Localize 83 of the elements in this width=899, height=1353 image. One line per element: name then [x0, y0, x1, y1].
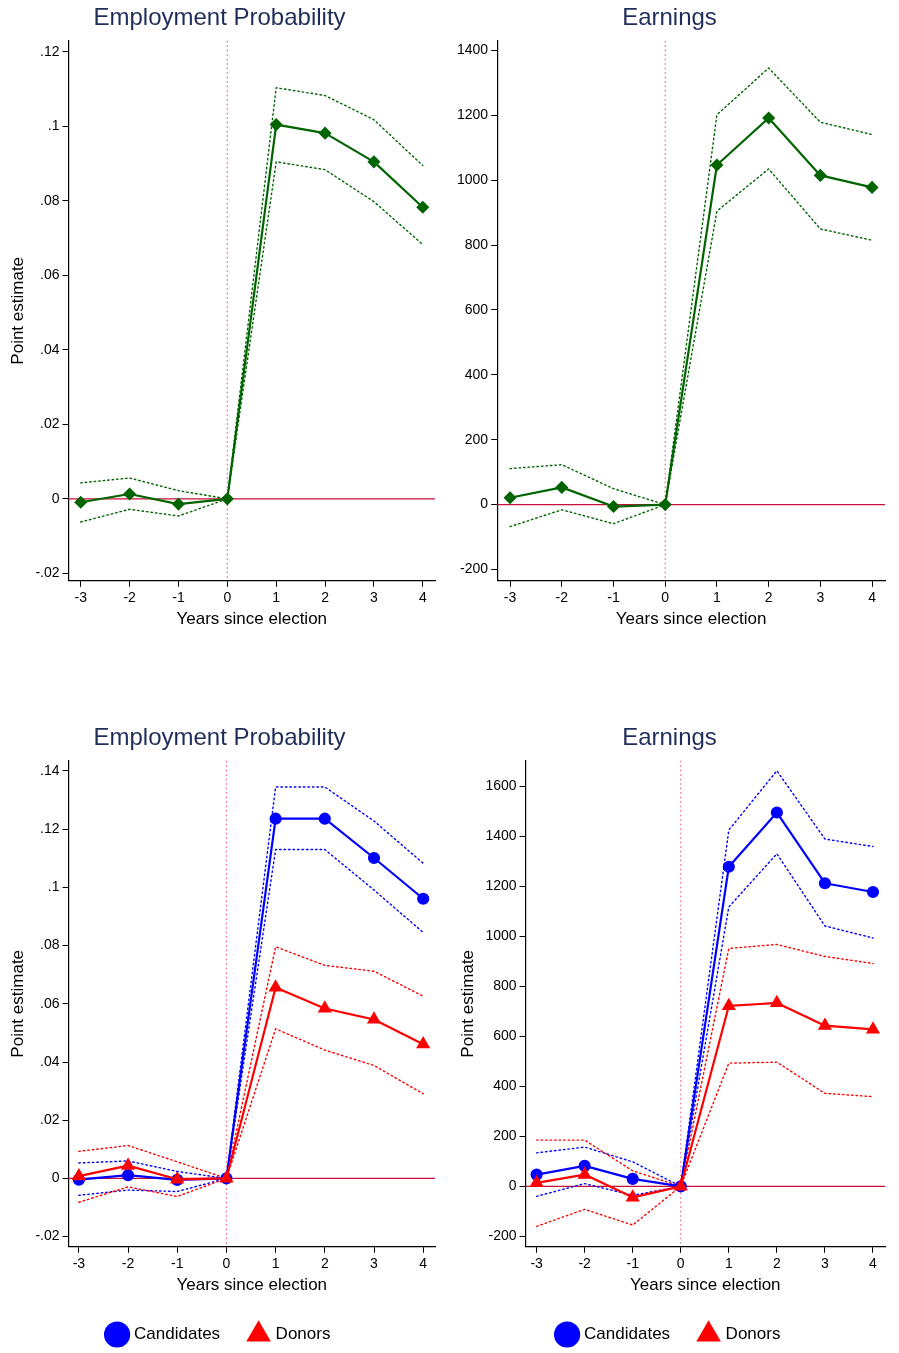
y-tick-label: 1400 — [456, 41, 489, 58]
y-tick-label: .06 — [40, 994, 60, 1011]
y-tick-label: 600 — [493, 1027, 517, 1044]
y-tick-label: .02 — [40, 1111, 60, 1128]
x-tick-label: -3 — [530, 1255, 544, 1272]
y-tick-label: 200 — [464, 430, 489, 447]
y-tick-label: 1400 — [485, 827, 517, 844]
y-tick-label: .02 — [40, 415, 60, 432]
legend-label: Candidates — [584, 1324, 671, 1344]
x-tick-label: 4 — [419, 1255, 428, 1272]
y-tick-label: .12 — [40, 42, 60, 59]
x-tick-label: 3 — [821, 1255, 830, 1272]
y-tick-label: .12 — [40, 820, 60, 837]
x-axis-title: Years since election — [629, 1275, 781, 1295]
x-tick-label: -1 — [172, 589, 185, 606]
x-axis-title: Years since election — [615, 609, 767, 629]
y-axis-title: Point estimate — [7, 256, 27, 365]
x-tick-label: 2 — [772, 1255, 781, 1272]
y-tick-label: 400 — [493, 1077, 517, 1094]
x-tick-label: 0 — [222, 1255, 231, 1272]
y-tick-label: 800 — [464, 235, 489, 252]
x-axis-title: Years since election — [176, 609, 328, 629]
x-tick-label: 3 — [370, 589, 379, 606]
y-tick-label: -.02 — [35, 1227, 60, 1244]
y-tick-label: .04 — [40, 340, 60, 357]
y-tick-label: 0 — [480, 495, 489, 512]
y-tick-label: .08 — [40, 191, 60, 208]
y-tick-label: .1 — [47, 878, 60, 895]
x-tick-label: 1 — [271, 1255, 280, 1272]
y-tick-label: .08 — [40, 936, 60, 953]
chart-title: Earnings — [622, 723, 717, 751]
x-tick-label: -1 — [626, 1255, 640, 1272]
y-tick-label: 0 — [508, 1177, 517, 1194]
y-tick-label: .04 — [40, 1052, 60, 1069]
x-tick-label: 1 — [272, 589, 281, 606]
x-tick-label: -1 — [171, 1255, 184, 1272]
chart-title: Employment Probability — [93, 723, 346, 751]
y-tick-label: 1600 — [485, 777, 517, 794]
y-tick-label: 1200 — [485, 877, 517, 894]
x-tick-label: 0 — [661, 589, 670, 606]
x-tick-label: 1 — [724, 1255, 733, 1272]
x-tick-label: -1 — [607, 589, 620, 606]
x-tick-label: -2 — [555, 589, 569, 606]
y-tick-label: -200 — [460, 560, 489, 577]
x-tick-label: -2 — [578, 1255, 592, 1272]
y-axis-title: Point estimate — [457, 949, 477, 1058]
y-axis-title: Point estimate — [7, 949, 27, 1058]
y-tick-label: 800 — [493, 977, 517, 994]
x-tick-label: 3 — [816, 589, 825, 606]
x-tick-label: -2 — [121, 1255, 135, 1272]
y-tick-label: 1000 — [456, 171, 489, 188]
chart-title: Earnings — [622, 3, 717, 31]
y-tick-label: 0 — [51, 1169, 60, 1186]
y-tick-label: .1 — [47, 117, 60, 134]
x-tick-label: 3 — [370, 1255, 379, 1272]
y-tick-label: 600 — [464, 300, 489, 317]
x-tick-label: 2 — [320, 1255, 329, 1272]
x-tick-label: 0 — [223, 589, 232, 606]
x-tick-label: 2 — [764, 589, 773, 606]
y-tick-label: -.02 — [35, 564, 60, 581]
y-tick-label: .06 — [40, 266, 60, 283]
x-axis-title: Years since election — [176, 1275, 328, 1295]
x-tick-label: -3 — [74, 589, 88, 606]
x-tick-label: -2 — [123, 589, 137, 606]
chart-title: Employment Probability — [93, 3, 346, 31]
y-tick-label: 0 — [51, 489, 60, 506]
y-tick-label: -200 — [488, 1227, 517, 1244]
y-tick-label: 1000 — [485, 927, 517, 944]
x-tick-label: 2 — [321, 589, 330, 606]
x-tick-label: 4 — [869, 1255, 878, 1272]
y-tick-label: .14 — [40, 761, 60, 778]
y-tick-label: 200 — [493, 1127, 517, 1144]
legend-label: Donors — [275, 1324, 331, 1344]
x-tick-label: 4 — [868, 589, 877, 606]
legend-label: Candidates — [134, 1324, 221, 1344]
x-tick-label: -3 — [503, 589, 517, 606]
x-tick-label: 4 — [418, 589, 427, 606]
legend-label: Donors — [725, 1324, 781, 1344]
y-tick-label: 400 — [464, 365, 489, 382]
x-tick-label: -3 — [72, 1255, 86, 1272]
x-tick-label: 1 — [713, 589, 722, 606]
y-tick-label: 1200 — [456, 106, 489, 123]
x-tick-label: 0 — [676, 1255, 685, 1272]
